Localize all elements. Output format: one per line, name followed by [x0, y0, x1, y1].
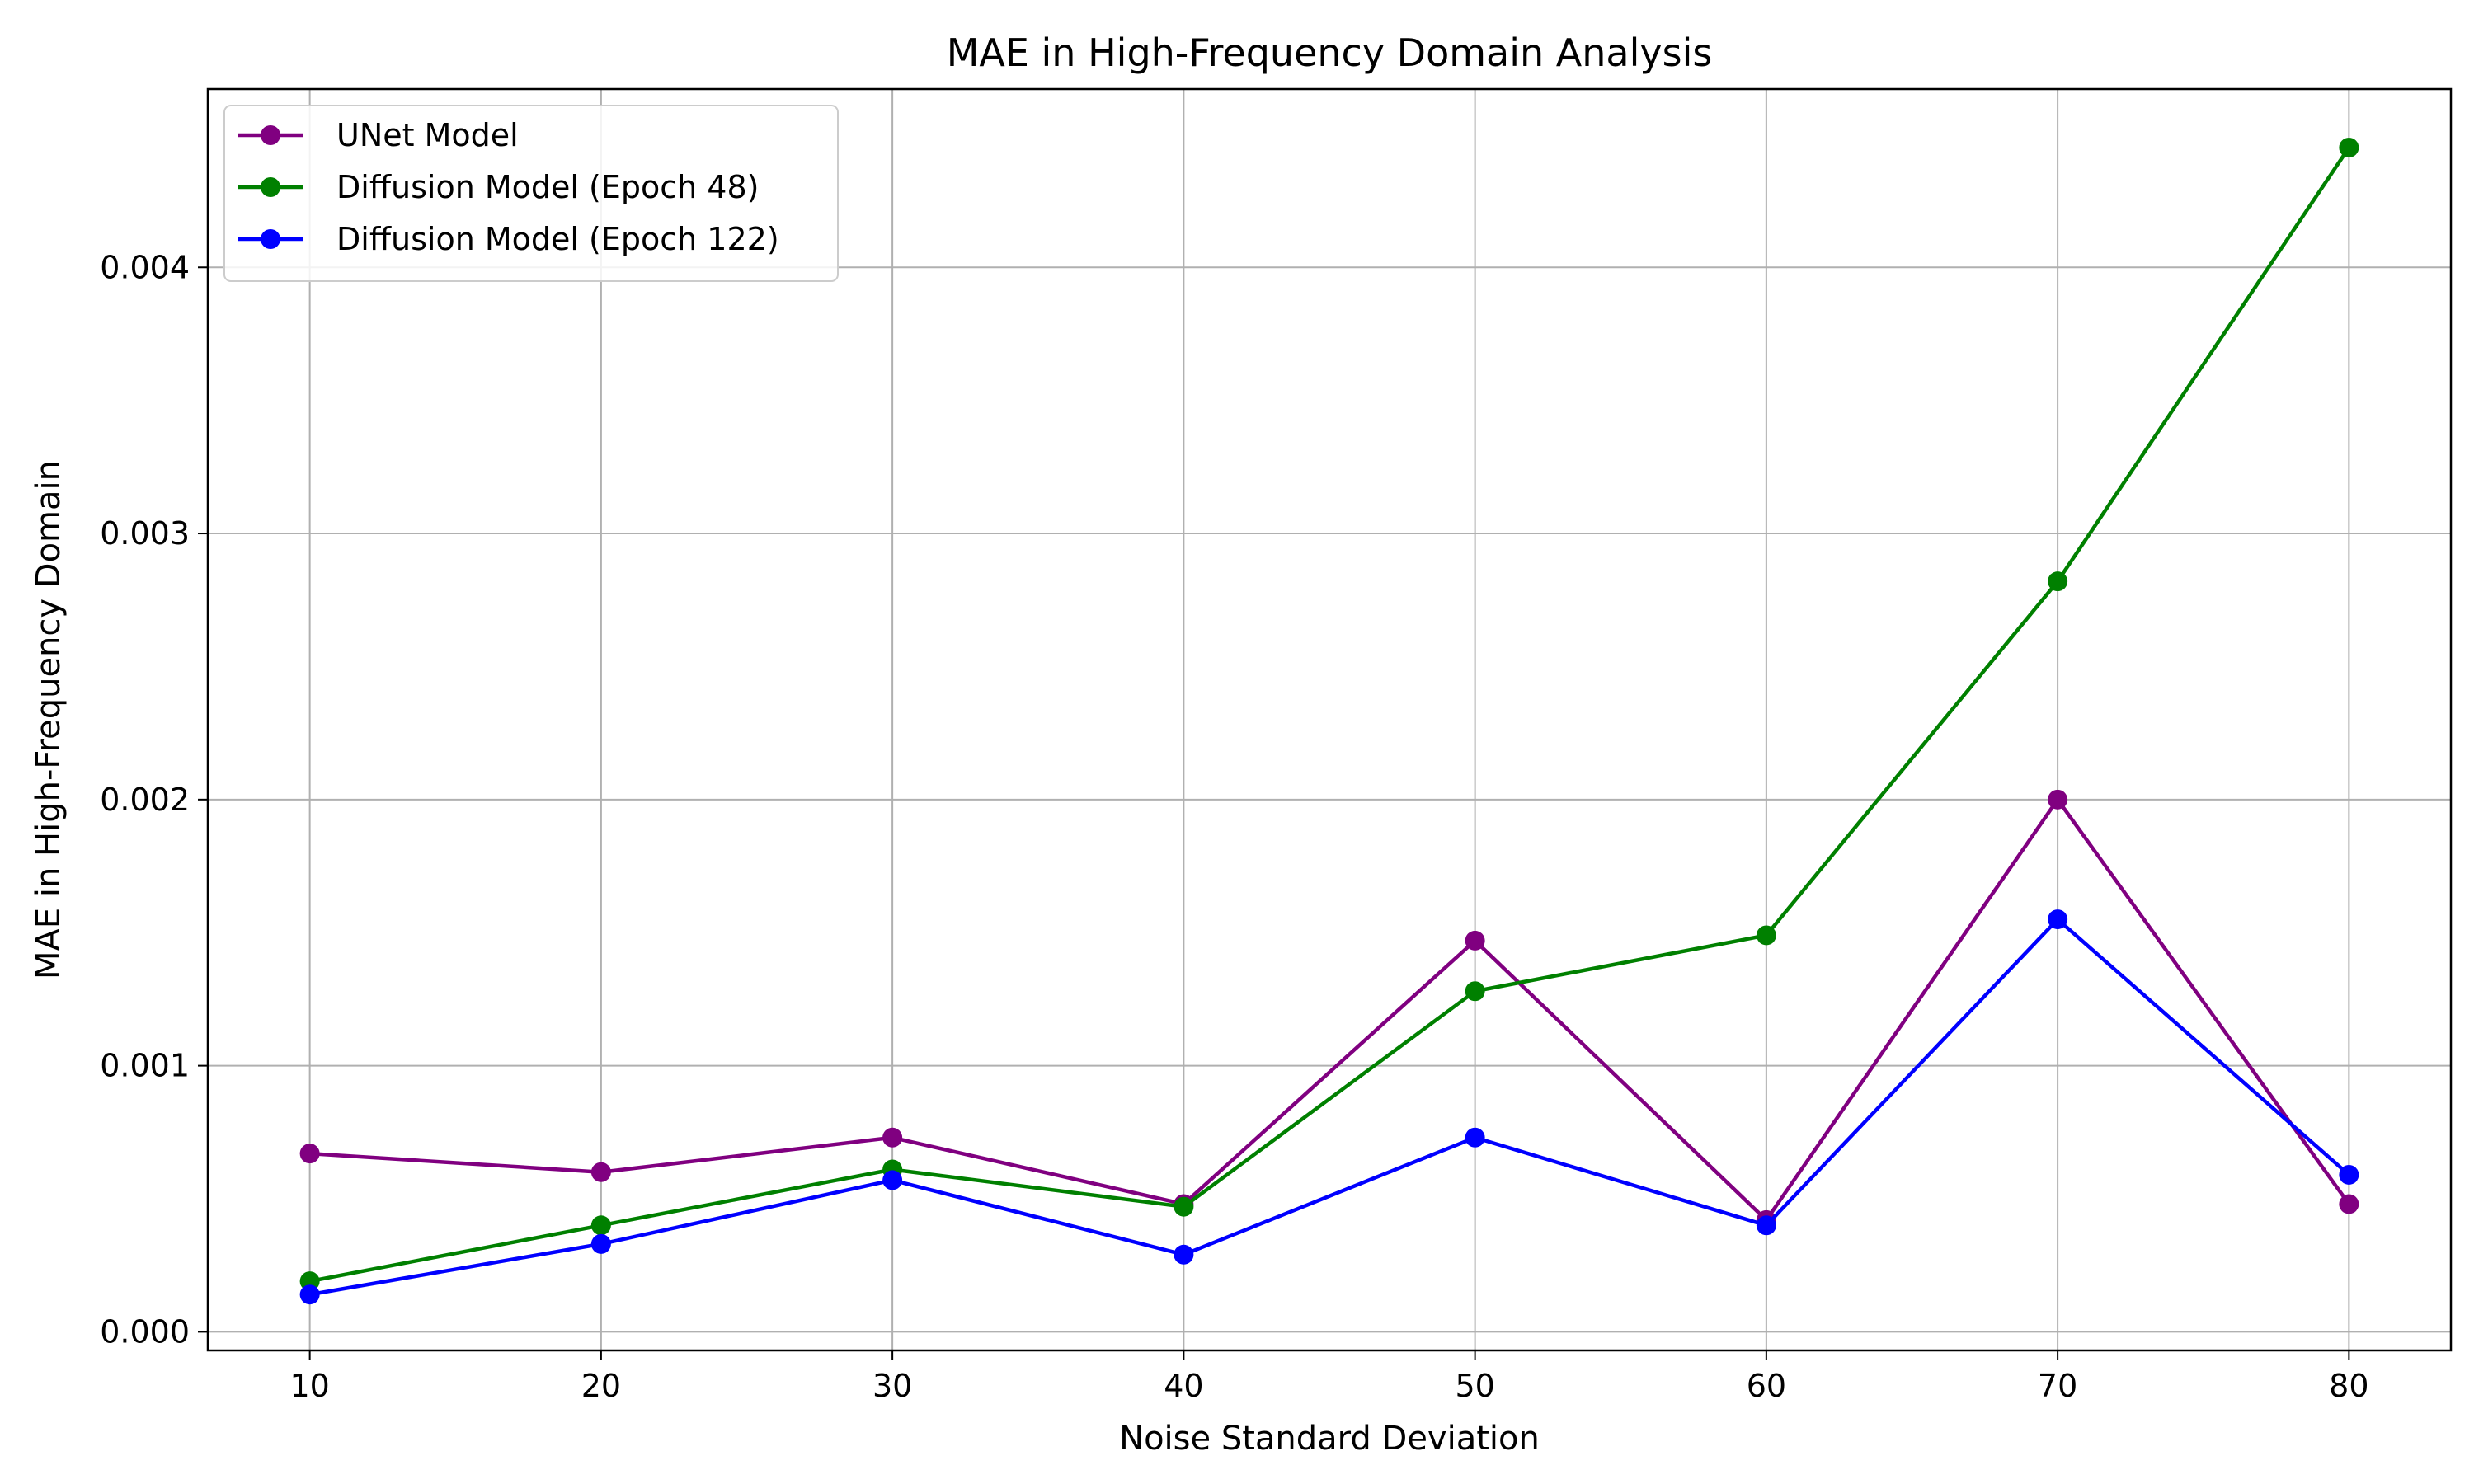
legend-label: Diffusion Model (Epoch 122): [336, 221, 779, 257]
y-tick-label: 0.002: [100, 782, 190, 818]
series-3: [299, 909, 2359, 1305]
data-point: [2048, 909, 2068, 930]
data-point: [2339, 138, 2359, 158]
legend-item-3: Diffusion Model (Epoch 122): [238, 221, 779, 257]
plot-frame: [206, 87, 2453, 1352]
y-axis-label: MAE in High-Frequency Domain: [30, 460, 68, 979]
series-line: [309, 797, 2351, 1223]
grid: [208, 89, 2451, 1350]
y-tick-label: 0.001: [100, 1048, 190, 1084]
data-point: [1465, 981, 1485, 1002]
series-layer: [299, 138, 2359, 1305]
data-point: [2339, 1164, 2359, 1185]
legend-box: [223, 105, 839, 282]
legend-swatch-marker: [261, 125, 280, 145]
legend-swatch-marker: [261, 229, 280, 249]
legend-label: UNet Model: [336, 117, 519, 153]
data-point: [882, 1170, 903, 1190]
data-point: [299, 1284, 320, 1305]
data-point: [882, 1127, 903, 1148]
data-point: [1465, 1127, 1485, 1148]
data-point: [590, 1162, 611, 1182]
ticks: 10 20 30 40 50 60 70 80 0.000 0.001 0.002 0.003 0.00…: [100, 249, 2368, 1404]
data-point: [2048, 571, 2068, 592]
legend-item-2: Diffusion Model (Epoch 48): [238, 169, 759, 205]
data-point: [1756, 925, 1776, 946]
data-point: [2048, 789, 2068, 810]
series-line: [309, 917, 2350, 1297]
x-tick-label: 30: [872, 1368, 912, 1404]
legend-item-1: UNet Model: [238, 117, 519, 153]
x-tick-label: 60: [1747, 1368, 1786, 1404]
y-tick-label: 0.000: [100, 1313, 190, 1350]
x-tick-label: 40: [1164, 1368, 1203, 1404]
data-point: [1174, 1244, 1194, 1265]
legend: UNet Model Diffusion Model (Epoch 48) Diff…: [223, 105, 839, 282]
x-axis-label: Noise Standard Deviation: [1119, 1420, 1540, 1458]
series-line: [309, 146, 2351, 1284]
x-tick-label: 10: [289, 1368, 329, 1404]
data-point: [1174, 1196, 1194, 1217]
series-2: [299, 138, 2359, 1292]
data-point: [590, 1215, 611, 1236]
data-point: [1756, 1215, 1776, 1236]
data-point: [299, 1144, 320, 1164]
x-tick-label: 70: [2038, 1368, 2077, 1404]
x-tick-label: 80: [2329, 1368, 2368, 1404]
data-point: [2339, 1194, 2359, 1214]
x-tick-label: 50: [1455, 1368, 1494, 1404]
chart-title: MAE in High-Frequency Domain Analysis: [947, 31, 1713, 75]
legend-label: Diffusion Model (Epoch 48): [336, 169, 759, 205]
y-tick-label: 0.004: [100, 249, 190, 285]
x-tick-label: 20: [581, 1368, 621, 1404]
data-point: [1465, 930, 1485, 951]
y-tick-label: 0.003: [100, 515, 190, 552]
legend-swatch-marker: [261, 177, 280, 197]
data-point: [590, 1233, 611, 1254]
